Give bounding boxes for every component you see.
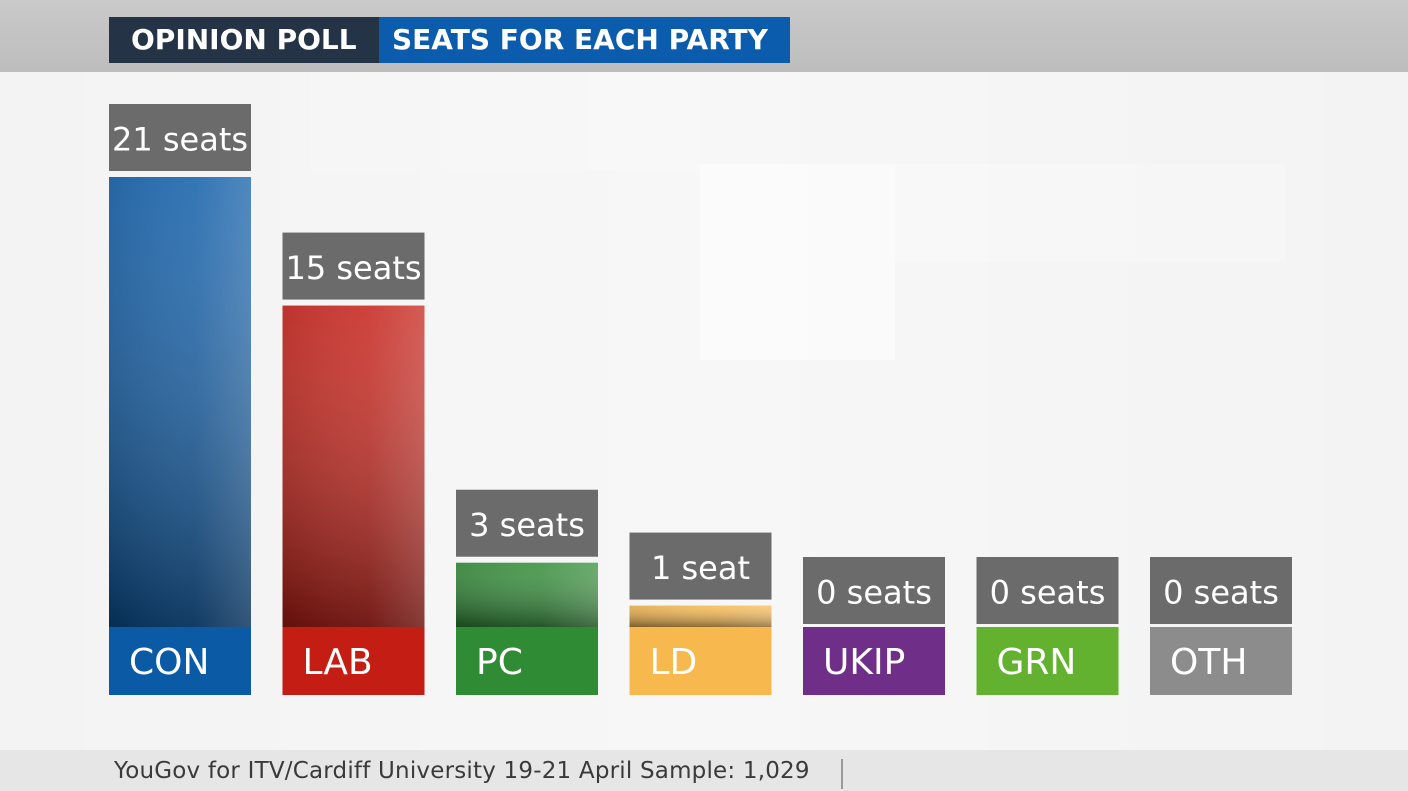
- value-box-grn: [976, 557, 1119, 624]
- category-label-ukip: UKIP: [823, 642, 905, 683]
- bar-gloss-ld: [629, 605, 772, 627]
- value-box-ld: [629, 532, 772, 600]
- value-box-oth: [1150, 557, 1292, 624]
- category-strip-con: [109, 627, 251, 695]
- bar-gloss-lab: [282, 305, 425, 627]
- value-label-ukip: 0 seats: [816, 574, 932, 612]
- value-label-ld: 1 seat: [651, 549, 750, 587]
- category-strip-ld: [629, 627, 772, 695]
- bar-gloss-pc: [456, 562, 598, 627]
- bar-gloss-con: [109, 177, 251, 627]
- background-tile: [310, 72, 700, 170]
- header-seats-for-each-party: SEATS FOR EACH PARTY: [379, 17, 790, 63]
- value-label-lab: 15 seats: [285, 249, 421, 287]
- background-tile: [700, 164, 895, 360]
- value-label-grn: 0 seats: [990, 574, 1106, 612]
- category-label-ld: LD: [650, 642, 698, 683]
- footer-band: [0, 750, 1408, 791]
- category-strip-oth: [1150, 627, 1292, 695]
- value-box-ukip: [803, 557, 945, 624]
- category-label-oth: OTH: [1170, 642, 1247, 683]
- value-box-lab: [282, 232, 425, 300]
- category-label-con: CON: [129, 642, 209, 683]
- value-label-con: 21 seats: [112, 121, 248, 159]
- category-label-pc: PC: [476, 642, 523, 683]
- category-label-grn: GRN: [997, 642, 1077, 683]
- header-opinion-poll: OPINION POLL: [109, 17, 379, 63]
- background-tile: [895, 164, 1285, 262]
- value-box-con: [109, 104, 251, 171]
- category-label-lab: LAB: [303, 642, 373, 683]
- value-label-oth: 0 seats: [1163, 574, 1279, 612]
- poll-source-note: YouGov for ITV/Cardiff University 19-21 …: [114, 758, 810, 784]
- footer-divider: [841, 759, 843, 789]
- category-strip-grn: [976, 627, 1119, 695]
- value-label-pc: 3 seats: [469, 506, 585, 544]
- category-strip-lab: [282, 627, 425, 695]
- category-strip-ukip: [803, 627, 945, 695]
- value-box-pc: [456, 489, 598, 557]
- category-strip-pc: [456, 627, 598, 695]
